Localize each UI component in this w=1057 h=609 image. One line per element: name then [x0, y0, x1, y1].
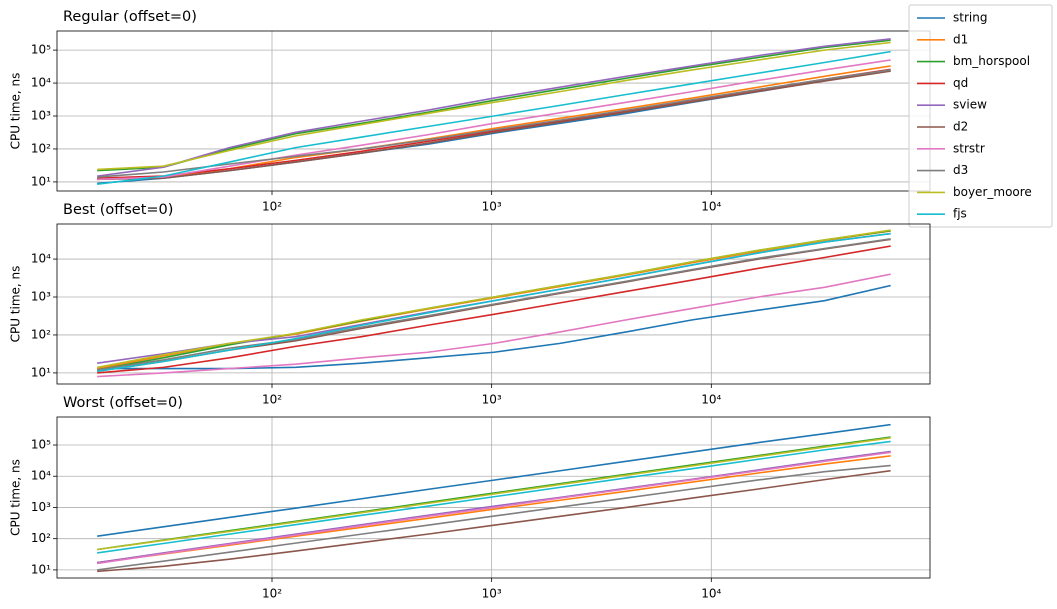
- series-line: [97, 423, 891, 537]
- y-tick-label: 10⁵: [31, 43, 51, 57]
- y-tick-label: 10¹: [31, 562, 51, 576]
- series-line: [97, 455, 891, 564]
- y-tick-label: 10⁴: [31, 252, 51, 266]
- chart-title: Regular (offset=0): [63, 9, 197, 25]
- x-tick-label: 10⁴: [701, 587, 721, 601]
- y-tick-label: 10⁴: [31, 469, 51, 483]
- legend-label: boyer_moore: [953, 185, 1032, 199]
- legend-label: d3: [953, 163, 968, 177]
- subplot: Best (offset=0) CPU time, ns 10² 10³ 10⁴ 10¹ 1…: [9, 202, 931, 407]
- series-line: [97, 38, 891, 177]
- y-tick-label: 10¹: [31, 174, 51, 188]
- x-tick-label: 10⁴: [701, 393, 721, 407]
- x-tick-label: 10²: [262, 587, 282, 601]
- y-tick-label: 10³: [31, 109, 51, 123]
- subplot: Worst (offset=0) CPU time, ns 10² 10³ 10⁴ 10¹…: [9, 395, 931, 601]
- series-line: [97, 464, 891, 571]
- legend-label: d2: [953, 120, 968, 134]
- legend-label: fjs: [953, 207, 967, 221]
- legend-label: bm_horspool: [953, 54, 1030, 68]
- legend-label: sview: [953, 98, 987, 112]
- series-line: [97, 59, 891, 181]
- y-tick-label: 10²: [31, 141, 51, 155]
- x-tick-label: 10⁴: [701, 200, 721, 214]
- series-line: [97, 245, 891, 374]
- chart-title: Best (offset=0): [63, 202, 173, 218]
- x-tick-label: 10²: [262, 393, 282, 407]
- legend-label: d1: [953, 32, 968, 46]
- plot-frame: [56, 416, 931, 579]
- series-line: [97, 50, 891, 186]
- y-tick-label: 10⁵: [31, 438, 51, 452]
- subplot: Regular (offset=0) CPU time, ns 10² 10³ 10⁴ 1…: [9, 9, 931, 214]
- y-axis-label: CPU time, ns: [9, 73, 23, 150]
- series-line: [97, 39, 891, 172]
- y-axis-label: CPU time, ns: [9, 459, 23, 536]
- y-tick-label: 10³: [31, 500, 51, 514]
- x-tick-label: 10²: [262, 200, 282, 214]
- x-tick-label: 10³: [482, 200, 502, 214]
- series-line: [97, 437, 891, 551]
- series-line: [97, 451, 891, 565]
- series-line: [97, 440, 891, 554]
- series-line: [97, 232, 891, 373]
- series-line: [97, 238, 891, 371]
- y-tick-label: 10²: [31, 531, 51, 545]
- y-tick-label: 10⁴: [31, 76, 51, 90]
- y-tick-label: 10¹: [31, 365, 51, 379]
- legend-box: [908, 4, 1053, 228]
- series-line: [97, 41, 891, 171]
- y-tick-label: 10²: [31, 327, 51, 341]
- series-line: [97, 273, 891, 378]
- y-tick-label: 10³: [31, 290, 51, 304]
- series-line: [97, 229, 891, 369]
- series-line: [97, 469, 891, 573]
- legend-label: qd: [953, 76, 968, 90]
- legend-label: string: [953, 11, 987, 25]
- legend-label: strstr: [953, 141, 985, 155]
- plot-frame: [56, 30, 931, 192]
- plot-frame: [56, 223, 931, 385]
- x-tick-label: 10³: [482, 587, 502, 601]
- x-tick-label: 10³: [482, 393, 502, 407]
- y-axis-label: CPU time, ns: [9, 266, 23, 343]
- chart-title: Worst (offset=0): [63, 395, 183, 411]
- series-line: [97, 70, 891, 181]
- series-line: [97, 69, 891, 178]
